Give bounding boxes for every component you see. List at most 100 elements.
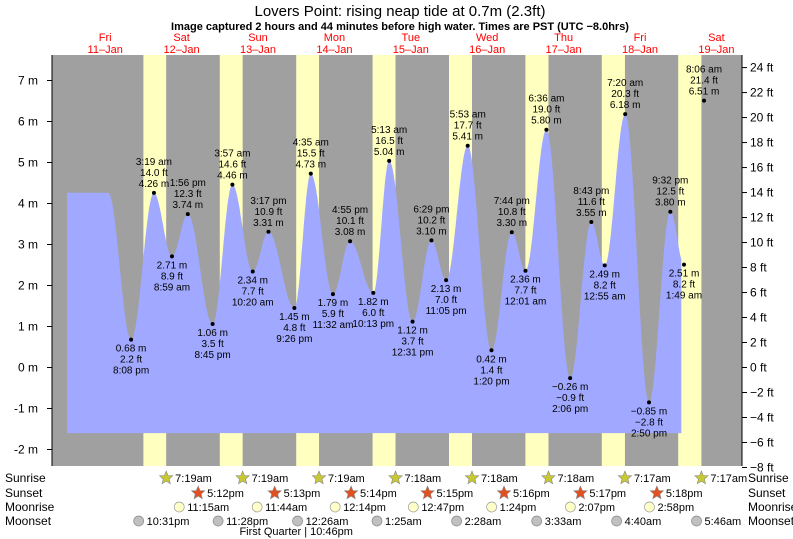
- day-name: Mon: [324, 32, 345, 44]
- moonrise-time: 11:15am: [187, 502, 229, 514]
- sunset-star-icon: [649, 485, 665, 500]
- tide-extreme-point: [185, 212, 190, 217]
- sunset-time: 5:17pm: [589, 488, 626, 500]
- moonset-moon-icon: [691, 515, 702, 527]
- tide-extreme-label: 4.8 ft: [283, 323, 305, 334]
- tide-extreme-point: [544, 127, 549, 132]
- row-label-left: Sunrise: [5, 471, 46, 485]
- tide-extreme-point: [602, 263, 607, 268]
- tide-extreme-label: 11:05 pm: [426, 306, 467, 317]
- left-tick-label: 7 m: [18, 74, 38, 88]
- tide-extreme-label: 1.45 m: [279, 312, 310, 323]
- moonset-moon-icon: [292, 515, 303, 527]
- tide-extreme-label: 3:19 am: [136, 157, 172, 168]
- day-date: 18–Jan: [622, 44, 658, 56]
- day-name: Fri: [99, 32, 112, 44]
- sunrise-time: 7:18am: [405, 473, 442, 485]
- tide-extreme-label: 17.7 ft: [454, 121, 482, 132]
- tide-extreme-label: 16.5 ft: [375, 136, 403, 147]
- tide-extreme-label: 4.26 m: [139, 179, 170, 190]
- tide-extreme-label: 2.34 m: [237, 276, 268, 287]
- moonset-moon-icon: [212, 515, 224, 527]
- tide-extreme-label: 8:45 pm: [195, 350, 231, 361]
- left-tick-label: -1 m: [14, 402, 38, 416]
- row-label-left: Moonset: [5, 514, 52, 528]
- moonrise-moon-icon: [173, 501, 185, 513]
- tide-extreme-label: 10.9 ft: [255, 207, 283, 218]
- day-date: 16–Jan: [469, 44, 505, 56]
- tide-extreme-label: 3.80 m: [655, 198, 686, 209]
- sunset-time: 5:16pm: [513, 488, 550, 500]
- day-date: 12–Jan: [164, 44, 200, 56]
- right-tick-label: 14 ft: [750, 186, 774, 200]
- chart-title: Lovers Point: rising neap tide at 0.7m (…: [255, 3, 546, 20]
- tide-extreme-label: 2:50 pm: [631, 428, 667, 439]
- day-name: Thu: [554, 32, 573, 44]
- right-tick-label: 6 ft: [750, 286, 767, 300]
- sunrise-star-icon: [617, 470, 633, 485]
- tide-extreme-label: 8:06 am: [686, 65, 722, 76]
- row-label-right: Sunset: [748, 486, 786, 500]
- left-tick-label: 3 m: [18, 238, 38, 252]
- sunset-star-icon: [343, 485, 359, 500]
- tide-extreme-point: [230, 182, 235, 187]
- tide-extreme-point: [509, 230, 514, 235]
- left-tick-label: 1 m: [18, 320, 38, 334]
- tide-extreme-label: 2.13 m: [431, 284, 462, 295]
- right-tick-label: 18 ft: [750, 136, 774, 150]
- row-label-right: Moonset: [748, 514, 793, 528]
- sunrise-star-icon: [464, 470, 480, 485]
- tide-extreme-label: 2.49 m: [589, 269, 620, 280]
- row-label-left: Sunset: [5, 486, 43, 500]
- moonset-time: 11:28pm: [226, 516, 268, 528]
- sunrise-star-icon: [311, 470, 327, 485]
- tide-extreme-point: [429, 238, 434, 243]
- day-date: 15–Jan: [393, 44, 429, 56]
- tide-extreme-point: [129, 337, 134, 342]
- tide-area: [67, 114, 682, 434]
- tide-extreme-label: 4:35 am: [293, 138, 329, 149]
- tide-extreme-point: [444, 278, 449, 283]
- tide-extreme-label: 5.04 m: [374, 147, 405, 158]
- moonrise-moon-icon: [251, 501, 263, 513]
- tide-extreme-label: 8:43 pm: [573, 186, 609, 197]
- tide-extreme-label: −0.85 m: [631, 406, 667, 417]
- tide-extreme-label: 3.74 m: [172, 200, 203, 211]
- sunset-time: 5:15pm: [437, 488, 474, 500]
- tide-extreme-label: 9:26 pm: [276, 334, 312, 345]
- tide-extreme-label: 2.2 ft: [120, 355, 142, 366]
- sunrise-star-icon: [158, 470, 174, 485]
- tide-extreme-label: 1.06 m: [197, 328, 228, 339]
- moonset-moon-icon: [531, 515, 543, 527]
- tide-layer: [67, 114, 682, 434]
- tide-extreme-label: 11.6 ft: [578, 197, 605, 208]
- tide-extreme-label: 3.5 ft: [201, 339, 223, 350]
- tide-extreme-label: 7:44 pm: [494, 196, 530, 207]
- right-axis: −8 ft −6 ft −4 ft −2 ft 0 ft 2 ft 4 ft 6 ft 8 ft…: [741, 55, 774, 474]
- tide-extreme-label: 0.68 m: [116, 344, 147, 355]
- tide-extreme-point: [682, 262, 687, 267]
- moonrise-time: 12:47pm: [421, 502, 464, 514]
- day-date: 11–Jan: [88, 44, 123, 56]
- sunrise-time: 7:19am: [175, 473, 212, 485]
- day-name: Sun: [248, 32, 268, 44]
- day-name: Sat: [173, 32, 190, 44]
- sunset-star-icon: [190, 485, 206, 500]
- moonset-moon-icon: [371, 515, 383, 527]
- moonset-time: 3:33am: [545, 516, 582, 528]
- tide-extreme-point: [210, 322, 215, 327]
- tide-extreme-point: [292, 306, 297, 311]
- tide-extreme-point: [348, 239, 353, 244]
- sunrise-time: 7:18am: [557, 473, 594, 485]
- moonrise-time: 2:58pm: [657, 502, 694, 514]
- moonrise-time: 1:24pm: [500, 502, 537, 514]
- tide-extreme-label: 8.9 ft: [161, 271, 183, 282]
- left-tick-label: 5 m: [18, 156, 38, 170]
- right-tick-label: 22 ft: [750, 86, 774, 100]
- right-tick-label: −4 ft: [750, 410, 774, 424]
- left-axis: -2 m -1 m 0 m 1 m 2 m 3 m 4 m 5 m 6 m 7 m: [14, 55, 53, 466]
- tide-extreme-label: 1:49 am: [666, 291, 702, 302]
- moonset-time: 2:28am: [465, 516, 502, 528]
- tide-extreme-label: −0.9 ft: [556, 393, 584, 404]
- tide-extreme-label: −2.8 ft: [635, 417, 663, 428]
